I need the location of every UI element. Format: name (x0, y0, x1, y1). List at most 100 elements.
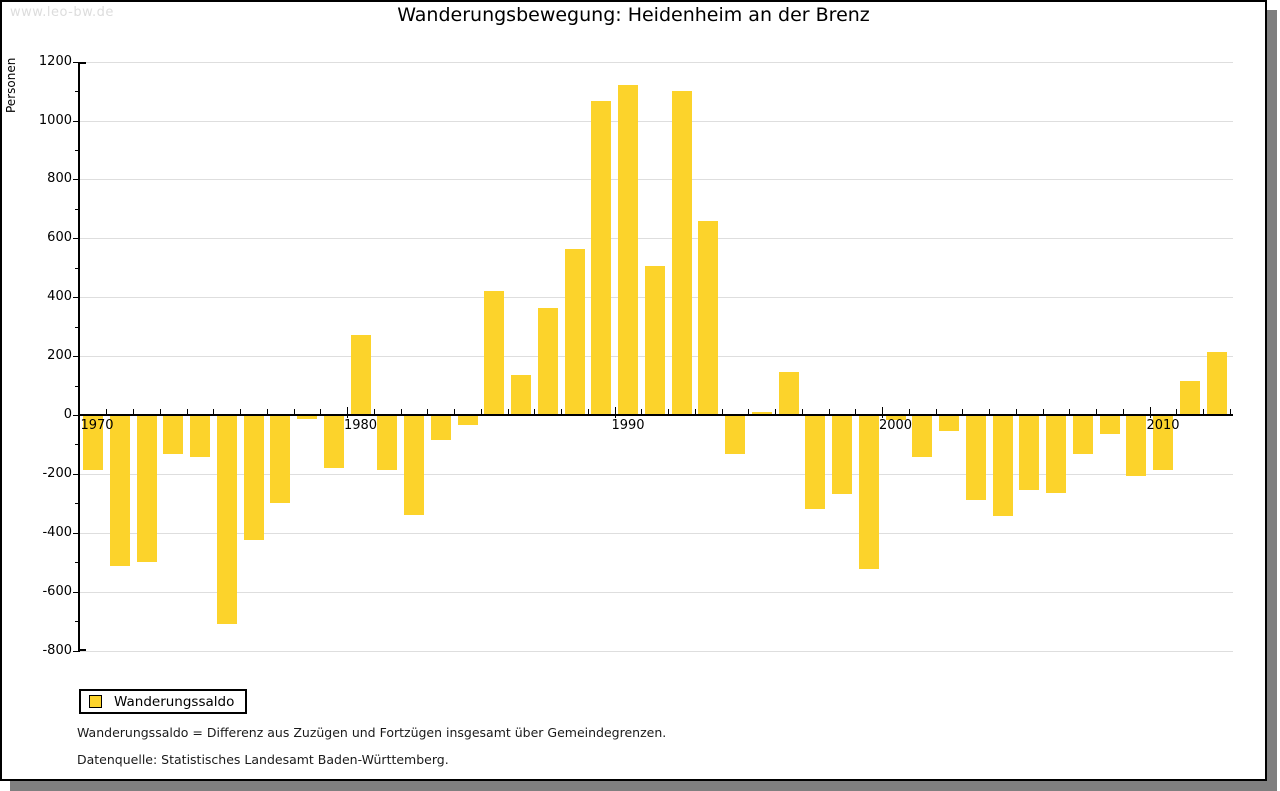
axis-end-tick (80, 648, 86, 651)
bar-1996 (778, 372, 799, 415)
bar-2004 (992, 416, 1013, 517)
y-tick-label: -800 (42, 642, 72, 658)
y-tick (73, 179, 80, 181)
bar-1986 (511, 375, 531, 415)
x-tick (989, 409, 991, 415)
bar-1975 (216, 416, 237, 624)
x-tick (614, 407, 616, 418)
bar-1980 (350, 335, 371, 415)
x-tick (240, 409, 242, 415)
x-tick (962, 409, 964, 415)
x-tick (133, 409, 135, 415)
bar-1976 (243, 416, 264, 540)
y-tick (73, 650, 80, 652)
y-tick-label: -400 (42, 524, 72, 540)
x-tick (1069, 409, 1071, 415)
x-tick (882, 407, 884, 418)
bar-1988 (564, 248, 585, 415)
y-tick-label: 1000 (38, 112, 72, 128)
bar-2003 (965, 416, 986, 500)
bar-2010 (1153, 416, 1173, 471)
gridline (80, 591, 1233, 593)
y-minor-tick (75, 208, 80, 210)
x-tick (320, 409, 322, 415)
y-tick-label: 200 (47, 348, 72, 364)
bar-1999 (858, 416, 879, 570)
x-tick (373, 409, 375, 415)
x-tick-label: 1970 (80, 418, 114, 433)
legend: Wanderungssaldo (79, 689, 247, 714)
legend-swatch-icon (89, 695, 102, 708)
x-tick (480, 409, 482, 415)
bar-1990 (618, 85, 638, 415)
y-minor-tick (75, 149, 80, 151)
x-tick (1149, 407, 1151, 418)
bar-2005 (1019, 416, 1040, 490)
y-minor-tick (75, 91, 80, 93)
gridline (80, 238, 1233, 240)
x-tick (561, 409, 563, 415)
bar-1994 (725, 416, 745, 455)
x-tick (1229, 409, 1231, 415)
y-minor-tick (75, 562, 80, 564)
bar-1985 (484, 291, 505, 415)
legend-label: Wanderungssaldo (114, 693, 235, 710)
bar-1977 (270, 416, 291, 503)
footnote-source: Datenquelle: Statistisches Landesamt Bad… (77, 752, 449, 767)
x-tick (1015, 409, 1017, 415)
y-axis-line (78, 61, 80, 651)
x-tick (587, 409, 589, 415)
x-tick (721, 409, 723, 415)
gridline (80, 650, 1233, 652)
x-tick (1096, 409, 1098, 415)
bar-1982 (404, 416, 424, 515)
bar-1998 (832, 416, 852, 495)
bar-1993 (698, 220, 719, 415)
x-tick (855, 409, 857, 415)
gridline (80, 61, 1233, 63)
y-tick (73, 120, 80, 122)
x-tick-label: 2000 (878, 418, 913, 433)
bar-1989 (591, 101, 612, 415)
y-tick-label: 800 (47, 171, 72, 187)
y-tick-label: 0 (63, 407, 72, 422)
x-tick (400, 409, 402, 415)
bar-1991 (644, 266, 665, 415)
y-tick (73, 591, 80, 593)
bar-2002 (939, 416, 959, 431)
gridline (80, 179, 1233, 181)
y-minor-tick (75, 326, 80, 328)
bar-1981 (377, 416, 398, 471)
x-tick (106, 409, 108, 415)
x-tick (159, 409, 161, 415)
bar-1995 (751, 412, 772, 415)
bar-1983 (430, 416, 451, 440)
y-tick (73, 356, 80, 358)
y-tick (73, 297, 80, 299)
x-tick (213, 409, 215, 415)
bar-1978 (297, 416, 317, 419)
x-tick (534, 409, 536, 415)
x-tick (935, 409, 937, 415)
bar-2001 (912, 416, 933, 458)
bar-2006 (1046, 416, 1066, 493)
x-tick (266, 409, 268, 415)
x-tick (801, 409, 803, 415)
x-tick (748, 409, 750, 415)
bar-1973 (163, 416, 184, 455)
y-tick-label: 1200 (38, 53, 72, 69)
x-tick (1203, 409, 1205, 415)
gridline (80, 473, 1233, 475)
gridline (80, 532, 1233, 534)
bar-2007 (1072, 416, 1093, 455)
bar-2011 (1179, 381, 1200, 415)
bar-2008 (1099, 416, 1120, 434)
y-tick-label: -200 (42, 465, 72, 481)
y-tick (73, 473, 80, 475)
bar-1997 (805, 416, 826, 509)
x-tick (1042, 409, 1044, 415)
x-tick (1122, 409, 1124, 415)
bar-2000 (885, 416, 906, 421)
x-tick (507, 409, 509, 415)
x-tick-label: 2010 (1146, 418, 1180, 433)
